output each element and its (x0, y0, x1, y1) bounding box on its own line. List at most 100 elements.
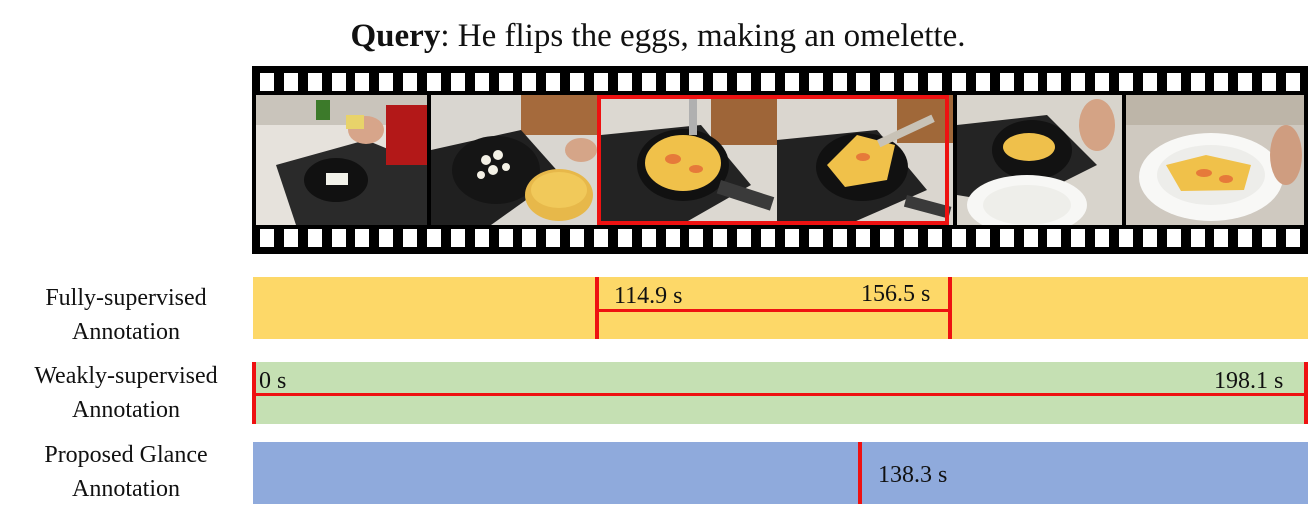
film-perforation (1047, 73, 1062, 91)
film-perforation (307, 73, 322, 91)
film-perforation (832, 229, 847, 247)
film-perforation (1142, 73, 1157, 91)
film-perforation (403, 73, 418, 91)
query-prefix: Query (350, 18, 441, 54)
film-perforation (784, 229, 799, 247)
film-perforation (689, 229, 704, 247)
film-perforation (761, 229, 776, 247)
glance-label: 138.3 s (878, 462, 948, 488)
film-perforation (283, 229, 298, 247)
filmstrip-perforations-top (260, 73, 1300, 91)
film-perforation (1214, 229, 1229, 247)
film-perforation (880, 73, 895, 91)
film-perforation (474, 229, 489, 247)
film-perforation (761, 73, 776, 91)
film-perforation (450, 229, 465, 247)
film-perforation (904, 73, 919, 91)
film-perforation (1118, 229, 1133, 247)
row-label-fully-supervised: Fully-supervised Annotation (0, 281, 252, 349)
film-perforation (1023, 73, 1038, 91)
film-perforation (856, 73, 871, 91)
film-perforation (570, 229, 585, 247)
glance-marker (858, 442, 862, 504)
film-perforation (1047, 229, 1062, 247)
film-perforation (1285, 73, 1300, 91)
video-end-label: 198.1 s (1214, 368, 1284, 394)
film-perforation (928, 73, 943, 91)
film-perforation (808, 229, 823, 247)
film-perforation (1238, 229, 1253, 247)
row-label-line2: Annotation (72, 319, 180, 345)
segment-end-marker (948, 277, 952, 339)
film-perforation (999, 73, 1014, 91)
film-perforation (665, 229, 680, 247)
film-perforation (975, 229, 990, 247)
film-perforation (1214, 73, 1229, 91)
film-perforation (379, 229, 394, 247)
film-perforation (570, 73, 585, 91)
row-label-line1: Proposed Glance (44, 442, 208, 468)
film-perforation (1023, 229, 1038, 247)
film-perforation (975, 73, 990, 91)
film-perforation (1285, 229, 1300, 247)
film-perforation (379, 73, 394, 91)
film-perforation (665, 73, 680, 91)
film-perforation (951, 229, 966, 247)
video-filmstrip (252, 66, 1308, 254)
film-perforation (594, 229, 609, 247)
video-start-label: 0 s (259, 368, 287, 394)
film-perforation (427, 229, 442, 247)
film-perforation (450, 73, 465, 91)
fully-supervised-bar (253, 277, 1308, 339)
film-perforation (737, 229, 752, 247)
film-perforation (999, 229, 1014, 247)
film-perforation (784, 73, 799, 91)
film-perforation (713, 229, 728, 247)
film-perforation (1238, 73, 1253, 91)
row-label-weakly-supervised: Weakly-supervised Annotation (0, 359, 252, 427)
film-perforation (1095, 73, 1110, 91)
film-perforation (594, 73, 609, 91)
film-perforation (1190, 73, 1205, 91)
query-text: : He flips the eggs, making an omelette. (440, 18, 966, 54)
glance-bar (253, 442, 1308, 504)
film-perforation (1166, 229, 1181, 247)
video-span-line (252, 393, 1308, 396)
row-label-line2: Annotation (72, 397, 180, 423)
film-perforation (546, 229, 561, 247)
film-perforation (951, 73, 966, 91)
film-perforation (260, 229, 274, 247)
film-perforation (737, 73, 752, 91)
film-perforation (355, 229, 370, 247)
film-perforation (331, 73, 346, 91)
film-perforation (403, 229, 418, 247)
segment-end-label: 156.5 s (861, 281, 931, 307)
film-perforation (904, 229, 919, 247)
film-perforation (880, 229, 895, 247)
video-frame-4 (777, 95, 953, 225)
film-perforation (331, 229, 346, 247)
film-perforation (474, 73, 489, 91)
film-perforation (1095, 229, 1110, 247)
video-frame-2 (431, 95, 601, 225)
film-perforation (307, 229, 322, 247)
film-perforation (689, 73, 704, 91)
row-label-line1: Weakly-supervised (34, 363, 218, 389)
film-perforation (713, 73, 728, 91)
video-frames (256, 95, 1304, 225)
query-moment-highlight (597, 95, 949, 225)
film-perforation (641, 73, 656, 91)
film-perforation (260, 73, 274, 91)
film-perforation (617, 229, 632, 247)
video-frame-1 (256, 95, 427, 225)
film-perforation (546, 73, 561, 91)
film-perforation (641, 229, 656, 247)
row-label-line2: Annotation (72, 476, 180, 502)
segment-start-label: 114.9 s (614, 283, 683, 309)
film-perforation (522, 229, 537, 247)
film-perforation (498, 73, 513, 91)
row-label-glance: Proposed Glance Annotation (0, 438, 252, 506)
film-perforation (522, 73, 537, 91)
film-perforation (1118, 73, 1133, 91)
film-perforation (856, 229, 871, 247)
